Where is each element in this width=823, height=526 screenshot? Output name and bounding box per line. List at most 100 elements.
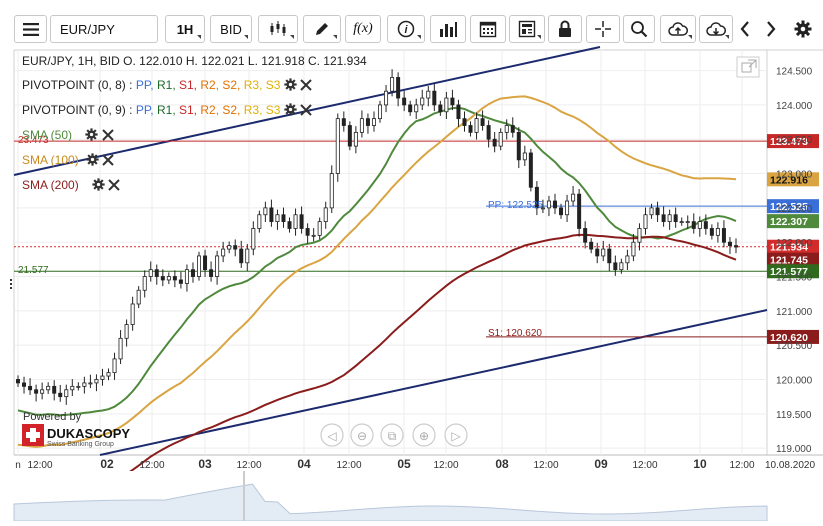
crosshair-button[interactable] — [586, 15, 620, 43]
time-tick-label: 08 — [495, 457, 509, 471]
candle — [414, 98, 419, 119]
close-icon[interactable] — [108, 178, 121, 194]
candle — [450, 89, 455, 111]
candle — [559, 203, 564, 219]
candle — [625, 249, 630, 271]
sma-line-100[interactable] — [17, 95, 737, 448]
price-tag: 122.916 — [767, 172, 819, 187]
lock-button[interactable] — [548, 15, 582, 43]
reset-zoom-icon[interactable]: ⧉ — [380, 423, 404, 447]
candle — [408, 100, 413, 116]
candle — [444, 91, 449, 119]
pivot-item-r3: R3, — [240, 78, 263, 93]
candle — [251, 221, 256, 256]
instrument-select[interactable]: EUR/JPY — [50, 15, 158, 43]
close-icon[interactable] — [300, 103, 312, 119]
sma-line-50[interactable] — [17, 106, 737, 417]
sma100-legend[interactable]: SMA (100) — [22, 153, 115, 169]
candle — [76, 382, 81, 391]
svg-text:▷: ▷ — [451, 429, 461, 443]
candle — [685, 215, 690, 229]
sma200-legend[interactable]: SMA (200) — [22, 178, 121, 194]
left-drag-handle[interactable] — [10, 279, 12, 289]
pivot-item-pp: PP, — [135, 103, 154, 118]
zoom-in-icon[interactable]: ⊕ — [412, 423, 436, 447]
candle — [22, 376, 27, 394]
candle — [637, 223, 642, 251]
dukascopy-logo — [22, 424, 44, 446]
candle — [124, 319, 129, 347]
candle — [619, 258, 624, 274]
pivot-item-s2: S2, — [219, 78, 241, 93]
price-tick-label: 120.500 — [776, 341, 813, 352]
gear-icon[interactable] — [86, 153, 99, 169]
time-tick-label: 12:00 — [729, 460, 754, 471]
gear-icon[interactable] — [85, 128, 98, 144]
candle — [359, 110, 364, 138]
candle — [347, 121, 352, 151]
download-button[interactable] — [699, 15, 733, 43]
candle — [571, 185, 576, 207]
sma50-legend[interactable]: SMA (50) — [22, 128, 114, 144]
candle — [378, 100, 383, 123]
calendar-button[interactable] — [470, 15, 506, 43]
side-select[interactable]: BID — [210, 15, 252, 43]
close-icon[interactable] — [101, 128, 114, 144]
price-tag-label: 122.307 — [770, 216, 808, 228]
upload-button[interactable] — [660, 15, 696, 43]
expand-icon[interactable] — [736, 56, 760, 78]
prev-button[interactable] — [734, 15, 756, 43]
hamburger-menu-icon — [22, 22, 39, 36]
settings-button[interactable] — [791, 15, 815, 43]
info-icon: i — [397, 20, 415, 38]
sma-line-200[interactable] — [17, 233, 737, 489]
close-icon[interactable] — [300, 78, 312, 94]
news-button[interactable] — [509, 15, 545, 43]
candle — [293, 208, 298, 236]
hamburger-menu-icon[interactable] — [14, 15, 47, 43]
info-button[interactable]: i — [387, 15, 425, 43]
r1-left-label: 23.473 — [18, 135, 49, 146]
close-icon[interactable] — [102, 153, 115, 169]
candle — [172, 270, 177, 288]
draw-button[interactable] — [303, 15, 341, 43]
lower-trendline[interactable] — [99, 309, 768, 456]
pivot-legend-2[interactable]: PIVOTPOINT (0, 9) : PP, R1, S1, R2, S2, … — [22, 103, 312, 119]
zoom-out-icon[interactable]: ⊖ — [350, 423, 374, 447]
price-tick-label: 122.000 — [776, 238, 813, 249]
candle — [203, 249, 208, 277]
next-button[interactable] — [760, 15, 782, 43]
time-tick-label: 02 — [100, 457, 114, 471]
price-tick-label: 124.500 — [776, 67, 813, 78]
side-label: BID — [220, 21, 242, 37]
candle — [178, 271, 183, 289]
price-tag: 121.745 — [767, 252, 819, 267]
nav-back-icon[interactable]: ◁ — [320, 423, 344, 447]
period-select[interactable]: 1H — [165, 15, 205, 43]
chart-area[interactable]: 123.473 122.916 122.525 122.307 121.934 121.7… — [0, 44, 823, 522]
candle — [190, 262, 195, 283]
candle — [727, 237, 732, 254]
price-tag-label: 122.525 — [770, 201, 808, 213]
candle — [323, 201, 328, 229]
candle — [396, 72, 401, 107]
zoom-button[interactable] — [623, 15, 655, 43]
nav-forward-icon[interactable]: ▷ — [444, 423, 468, 447]
volume-button[interactable] — [430, 15, 466, 43]
chart-type-button[interactable] — [258, 15, 298, 43]
gear-icon[interactable] — [92, 178, 105, 194]
candle — [239, 240, 244, 268]
gear-icon[interactable] — [284, 78, 297, 94]
candle — [498, 128, 503, 151]
mini-navigator[interactable] — [13, 471, 768, 522]
price-tick-label: 123.000 — [776, 170, 813, 181]
time-tick-label: 03 — [198, 457, 212, 471]
indicators-button[interactable]: f(x) — [345, 15, 381, 43]
time-tick-label: 12:00 — [27, 460, 52, 471]
price-chart[interactable]: 123.473 122.916 122.525 122.307 121.934121.7… — [0, 44, 823, 522]
candlestick-icon — [270, 21, 286, 36]
pivot-legend-1[interactable]: PIVOTPOINT (0, 8) : PP, R1, S1, R2, S2, … — [22, 78, 312, 94]
candle — [540, 199, 545, 214]
gear-icon[interactable] — [284, 103, 297, 119]
candles — [15, 69, 739, 405]
